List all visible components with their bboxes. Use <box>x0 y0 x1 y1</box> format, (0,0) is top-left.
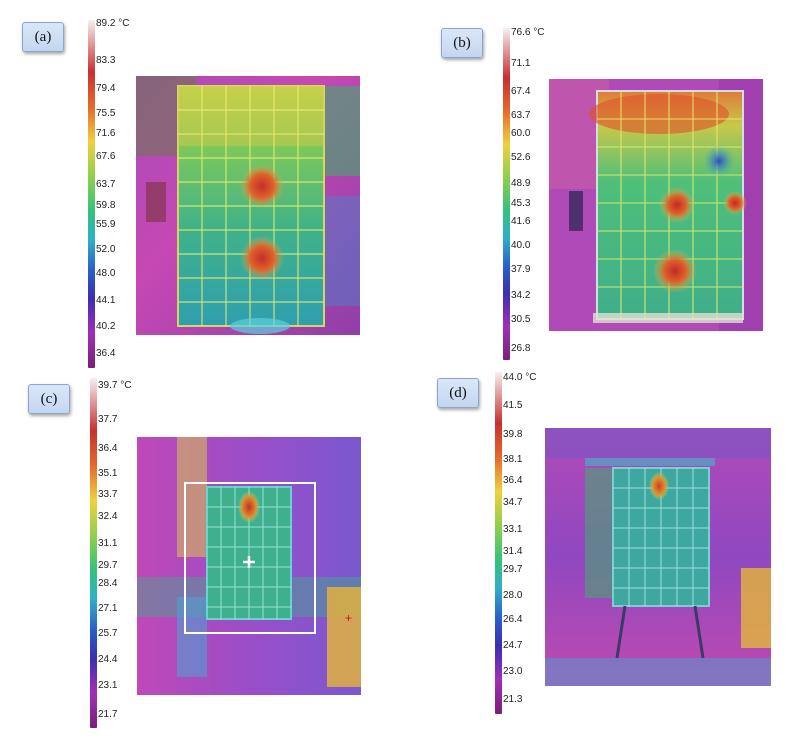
scale-tick: 34.7 <box>503 497 523 508</box>
scale-tick: 38.1 <box>503 454 523 465</box>
scale-tick: 48.0 <box>96 268 116 279</box>
scale-tick: 26.8 <box>511 343 531 354</box>
scale-tick: 39.8 <box>503 429 523 440</box>
scale-tick: 41.6 <box>511 216 531 227</box>
scale-tick: 55.9 <box>96 219 116 230</box>
panel-a-label: (a) <box>22 22 64 52</box>
panel-b-label: (b) <box>441 28 483 58</box>
scale-tick: 26.4 <box>503 614 523 625</box>
scale-tick: 31.1 <box>98 538 118 549</box>
scale-tick: 37.7 <box>98 414 118 425</box>
scale-tick: 48.9 <box>511 178 531 189</box>
scale-tick: 34.2 <box>511 290 531 301</box>
scale-tick: 21.3 <box>503 694 523 705</box>
scale-tick: 21.7 <box>98 709 118 720</box>
panel-d-thermal-image <box>545 428 771 686</box>
panel-b-scale-max: 76.6 °C <box>511 27 545 38</box>
scale-tick: 24.7 <box>503 640 523 651</box>
scale-tick: 71.6 <box>96 128 116 139</box>
panel-d-color-scale <box>495 372 502 714</box>
panel-d-scale-max: 44.0 °C <box>503 372 537 383</box>
panel-c-thermal-image: + <box>137 437 361 695</box>
scale-tick: 27.1 <box>98 603 118 614</box>
scale-tick: 33.1 <box>503 524 523 535</box>
scale-tick: 67.4 <box>511 86 531 97</box>
panel-c-label: (c) <box>28 384 70 414</box>
scale-tick: 37.9 <box>511 264 531 275</box>
scale-tick: 25.7 <box>98 628 118 639</box>
panel-a-color-scale <box>88 20 95 368</box>
panel-b-thermal-image <box>549 79 763 331</box>
scale-tick: 67.6 <box>96 151 116 162</box>
scale-tick: 36.4 <box>98 443 118 454</box>
scale-tick: 79.4 <box>96 83 116 94</box>
svg-text:+: + <box>345 611 352 625</box>
scale-tick: 23.0 <box>503 666 523 677</box>
scale-tick: 52.0 <box>96 244 116 255</box>
scale-tick: 36.4 <box>96 348 116 359</box>
panel-c-scale-max: 39.7 °C <box>98 380 132 391</box>
scale-tick: 83.3 <box>96 55 116 66</box>
scale-tick: 52.6 <box>511 152 531 163</box>
panel-a-scale-max: 89.2 °C <box>96 18 130 29</box>
scale-tick: 35.1 <box>98 468 118 479</box>
scale-tick: 31.4 <box>503 546 523 557</box>
scale-tick: 32.4 <box>98 511 118 522</box>
panel-b-color-scale <box>503 28 510 360</box>
scale-tick: 71.1 <box>511 58 531 69</box>
scale-tick: 30.5 <box>511 314 531 325</box>
scale-tick: 29.7 <box>503 564 523 575</box>
scale-tick: 28.0 <box>503 590 523 601</box>
scale-tick: 59.8 <box>96 200 116 211</box>
scale-tick: 40.0 <box>511 240 531 251</box>
scale-tick: 60.0 <box>511 128 531 139</box>
scale-tick: 44.1 <box>96 295 116 306</box>
scale-tick: 28.4 <box>98 578 118 589</box>
scale-tick: 41.5 <box>503 400 523 411</box>
scale-tick: 75.5 <box>96 108 116 119</box>
panel-a-thermal-image <box>136 76 360 335</box>
scale-tick: 36.4 <box>503 475 523 486</box>
scale-tick: 23.1 <box>98 680 118 691</box>
scale-tick: 40.2 <box>96 321 116 332</box>
scale-tick: 33.7 <box>98 489 118 500</box>
panel-c-color-scale <box>90 378 97 728</box>
scale-tick: 63.7 <box>96 179 116 190</box>
scale-tick: 29.7 <box>98 560 118 571</box>
scale-tick: 63.7 <box>511 110 531 121</box>
scale-tick: 45.3 <box>511 198 531 209</box>
scale-tick: 24.4 <box>98 654 118 665</box>
panel-d-label: (d) <box>437 378 479 408</box>
